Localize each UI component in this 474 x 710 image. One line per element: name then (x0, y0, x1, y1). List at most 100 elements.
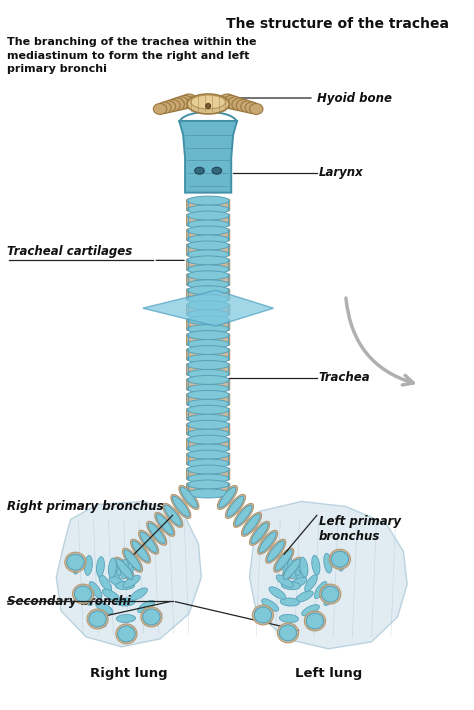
Ellipse shape (305, 574, 318, 591)
Polygon shape (56, 501, 201, 647)
Ellipse shape (212, 168, 222, 174)
Ellipse shape (314, 581, 327, 599)
Ellipse shape (117, 631, 136, 639)
Ellipse shape (179, 486, 199, 510)
Ellipse shape (161, 101, 175, 113)
FancyArrowPatch shape (346, 298, 413, 385)
Ellipse shape (255, 611, 271, 623)
Polygon shape (249, 501, 407, 649)
Ellipse shape (275, 550, 292, 571)
Ellipse shape (116, 598, 135, 606)
Ellipse shape (153, 104, 167, 114)
Ellipse shape (163, 503, 183, 528)
Ellipse shape (282, 557, 302, 581)
Ellipse shape (173, 496, 189, 517)
Ellipse shape (233, 503, 254, 528)
Ellipse shape (187, 444, 229, 453)
Ellipse shape (228, 97, 244, 110)
FancyBboxPatch shape (186, 393, 230, 405)
Ellipse shape (237, 99, 251, 111)
FancyBboxPatch shape (186, 408, 230, 420)
Ellipse shape (187, 250, 229, 259)
Ellipse shape (114, 557, 135, 581)
Ellipse shape (279, 625, 297, 641)
Ellipse shape (74, 586, 92, 602)
Ellipse shape (173, 97, 189, 110)
Ellipse shape (73, 555, 80, 574)
Ellipse shape (187, 310, 229, 319)
Ellipse shape (243, 514, 260, 535)
Ellipse shape (109, 577, 127, 588)
Ellipse shape (217, 486, 237, 510)
Ellipse shape (155, 513, 175, 536)
Ellipse shape (283, 564, 301, 574)
Ellipse shape (122, 548, 143, 572)
Polygon shape (143, 290, 273, 326)
Text: Secondary bronchi: Secondary bronchi (7, 594, 131, 608)
Ellipse shape (322, 586, 339, 602)
Text: The structure of the trachea: The structure of the trachea (227, 17, 449, 31)
Text: Right primary bronchus: Right primary bronchus (7, 501, 164, 513)
FancyBboxPatch shape (186, 199, 230, 211)
Ellipse shape (267, 541, 284, 562)
Ellipse shape (308, 618, 326, 630)
Ellipse shape (148, 523, 165, 544)
Ellipse shape (324, 589, 337, 606)
Ellipse shape (206, 104, 210, 109)
FancyBboxPatch shape (186, 468, 230, 480)
Ellipse shape (156, 514, 173, 535)
Ellipse shape (295, 591, 313, 602)
Ellipse shape (269, 586, 286, 599)
Ellipse shape (187, 354, 229, 364)
Ellipse shape (187, 346, 229, 354)
Ellipse shape (336, 552, 344, 571)
Ellipse shape (171, 494, 191, 518)
Ellipse shape (187, 369, 229, 378)
Ellipse shape (278, 631, 298, 639)
FancyBboxPatch shape (186, 334, 230, 346)
Ellipse shape (169, 98, 184, 111)
Ellipse shape (324, 553, 332, 573)
Ellipse shape (245, 102, 259, 114)
Ellipse shape (146, 521, 167, 545)
Ellipse shape (187, 301, 229, 310)
Ellipse shape (87, 609, 108, 629)
Text: Left lung: Left lung (295, 667, 362, 680)
Ellipse shape (187, 480, 229, 489)
Text: Trachea: Trachea (319, 371, 370, 384)
Ellipse shape (281, 581, 301, 589)
Ellipse shape (306, 613, 324, 629)
Ellipse shape (115, 581, 135, 589)
Text: Right lung: Right lung (91, 667, 168, 680)
FancyBboxPatch shape (186, 289, 230, 301)
Ellipse shape (89, 581, 102, 599)
Ellipse shape (255, 607, 272, 623)
FancyBboxPatch shape (186, 274, 230, 285)
Ellipse shape (187, 241, 229, 250)
Ellipse shape (118, 626, 135, 642)
Ellipse shape (262, 599, 279, 611)
Ellipse shape (130, 539, 151, 563)
Ellipse shape (276, 575, 293, 587)
Ellipse shape (187, 265, 229, 274)
FancyBboxPatch shape (186, 229, 230, 241)
Ellipse shape (219, 94, 236, 108)
Ellipse shape (165, 99, 180, 111)
Ellipse shape (187, 295, 229, 304)
Ellipse shape (187, 256, 229, 265)
Ellipse shape (187, 205, 229, 214)
FancyBboxPatch shape (186, 244, 230, 256)
Ellipse shape (80, 589, 92, 606)
FancyBboxPatch shape (186, 423, 230, 435)
Ellipse shape (187, 430, 229, 438)
Ellipse shape (227, 496, 244, 517)
Ellipse shape (187, 489, 229, 498)
Ellipse shape (241, 513, 262, 536)
Ellipse shape (312, 555, 320, 575)
Ellipse shape (331, 551, 348, 567)
Ellipse shape (279, 614, 299, 623)
Ellipse shape (132, 541, 149, 562)
Ellipse shape (143, 609, 160, 625)
Ellipse shape (302, 605, 319, 616)
Ellipse shape (223, 95, 240, 109)
